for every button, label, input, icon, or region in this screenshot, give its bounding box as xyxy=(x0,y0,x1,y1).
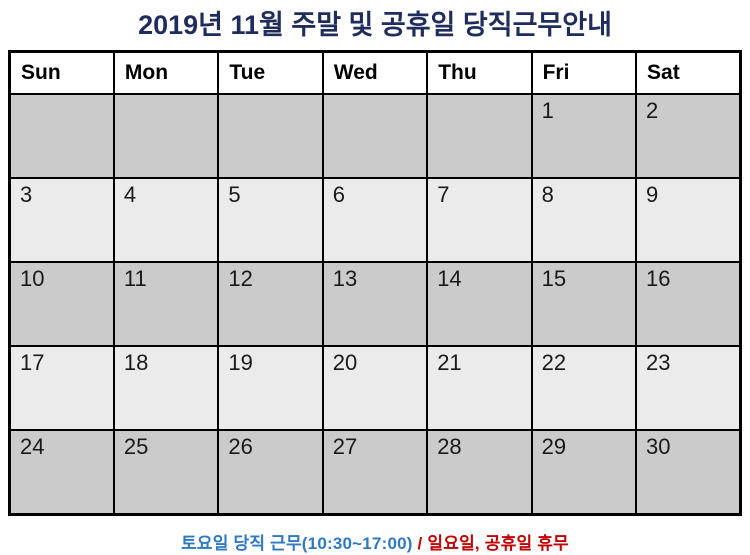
date-cell: 5 xyxy=(217,177,324,263)
date-cell: 6 xyxy=(321,177,429,263)
date-cell: 11 xyxy=(112,261,220,347)
day-header-row: Sun Mon Tue Wed Thu Fri Sat xyxy=(8,50,742,95)
date-cell xyxy=(8,93,115,179)
date-cell: 13 xyxy=(321,261,429,347)
date-cell: 16 xyxy=(635,261,742,347)
date-cell: 30 xyxy=(635,429,742,516)
date-cell: 10 xyxy=(8,261,115,347)
week-row-2: 3 4 5 6 7 8 9 xyxy=(8,177,742,263)
date-cell: 2 xyxy=(635,93,742,179)
date-cell xyxy=(321,93,429,179)
week-row-3: 10 11 12 13 14 15 16 xyxy=(8,261,742,347)
calendar-table: Sun Mon Tue Wed Thu Fri Sat 1 2 3 4 xyxy=(8,50,742,516)
date-cell: 17 xyxy=(8,345,115,431)
week-row-5: 24 25 26 27 28 29 30 xyxy=(8,429,742,516)
date-cell: 7 xyxy=(426,177,533,263)
date-cell: 28 xyxy=(426,429,533,516)
date-cell: 21 xyxy=(426,345,533,431)
date-cell: 24 xyxy=(8,429,115,516)
saturday-duty-note: 토요일 당직 근무(10:30~17:00) xyxy=(181,534,413,553)
day-header-sun: Sun xyxy=(8,50,115,95)
date-cell: 12 xyxy=(217,261,324,347)
date-cell: 3 xyxy=(8,177,115,263)
date-cell: 15 xyxy=(530,261,638,347)
date-cell: 14 xyxy=(426,261,533,347)
day-header-thu: Thu xyxy=(426,50,533,95)
date-cell: 19 xyxy=(217,345,324,431)
date-cell: 27 xyxy=(321,429,429,516)
date-cell: 22 xyxy=(530,345,638,431)
day-header-tue: Tue xyxy=(217,50,324,95)
day-header-mon: Mon xyxy=(112,50,220,95)
day-header-wed: Wed xyxy=(321,50,429,95)
day-header-sat: Sat xyxy=(635,50,742,95)
week-row-4: 17 18 19 20 21 22 23 xyxy=(8,345,742,431)
footer-note: 토요일 당직 근무(10:30~17:00) / 일요일, 공휴일 휴무 xyxy=(0,529,750,554)
footer-separator: / xyxy=(412,534,428,553)
week-row-1: 1 2 xyxy=(8,93,742,179)
date-cell: 23 xyxy=(635,345,742,431)
date-cell: 4 xyxy=(112,177,220,263)
date-cell: 9 xyxy=(635,177,742,263)
day-header-fri: Fri xyxy=(530,50,638,95)
date-cell: 8 xyxy=(530,177,638,263)
date-cell: 29 xyxy=(530,429,638,516)
date-cell xyxy=(426,93,533,179)
holiday-off-note: 일요일, 공휴일 휴무 xyxy=(427,534,569,553)
date-cell xyxy=(112,93,220,179)
date-cell: 20 xyxy=(321,345,429,431)
date-cell xyxy=(217,93,324,179)
date-cell: 25 xyxy=(112,429,220,516)
date-cell: 1 xyxy=(530,93,638,179)
page-title: 2019년 11월 주말 및 공휴일 당직근무안내 xyxy=(138,10,612,40)
date-cell: 26 xyxy=(217,429,324,516)
calendar-notice-page: 2019년 11월 주말 및 공휴일 당직근무안내 Sun Mon Tue We… xyxy=(0,8,750,554)
date-cell: 18 xyxy=(112,345,220,431)
